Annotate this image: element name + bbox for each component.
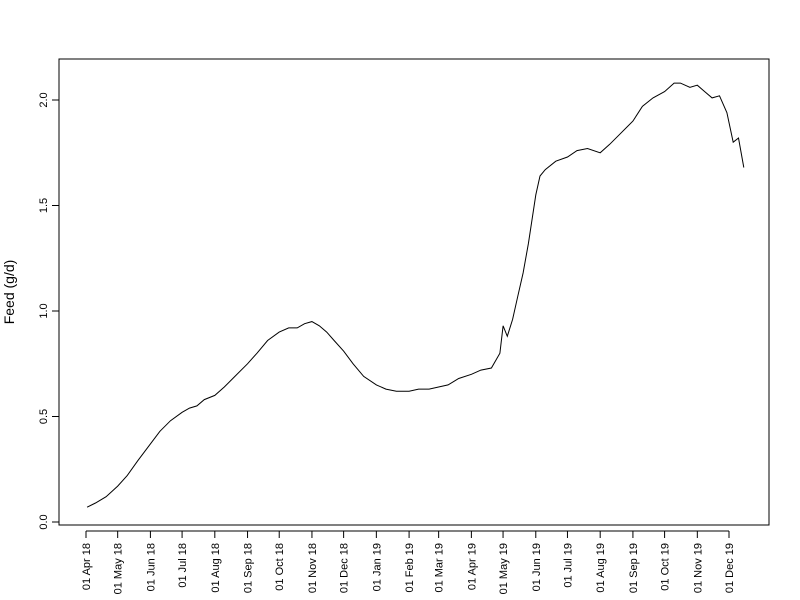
x-tick-label: 01 May 19 [498, 543, 510, 594]
y-tick-label: 0.0 [38, 514, 50, 529]
x-tick-label: 01 Apr 19 [466, 543, 478, 590]
x-tick-label: 01 Jun 19 [531, 543, 543, 591]
y-tick-label: 1.0 [38, 303, 50, 318]
x-tick-label: 01 Feb 19 [404, 543, 416, 593]
x-tick-label: 01 Oct 19 [660, 543, 672, 591]
x-tick-label: 01 Nov 18 [307, 543, 319, 593]
y-axis: 0.0 0.5 1.0 1.5 2.0 [38, 92, 60, 530]
feed-series-line [86, 82, 745, 508]
x-tick-label: 01 Aug 18 [210, 543, 222, 593]
x-tick-label: 01 Mar 19 [434, 543, 446, 593]
x-tick-label: 01 Nov 19 [692, 543, 704, 593]
y-tick-label: 2.0 [38, 92, 50, 107]
y-tick-label: 1.5 [38, 198, 50, 213]
x-tick-label: 01 Oct 18 [274, 543, 286, 591]
y-tick-label: 0.5 [38, 409, 50, 424]
x-tick-label: 01 Sep 18 [243, 543, 255, 593]
x-tick-label: 01 Apr 18 [81, 543, 93, 590]
x-tick-label: 01 Dec 19 [724, 543, 736, 593]
x-tick-label: 01 Sep 19 [628, 543, 640, 593]
x-tick-label: 01 Jun 18 [145, 543, 157, 591]
x-tick-label: 01 Jul 19 [562, 543, 574, 588]
x-tick-label: 01 Aug 19 [595, 543, 607, 593]
x-tick-label: 01 May 18 [113, 543, 125, 594]
y-axis-title: Feed (g/d) [1, 260, 17, 325]
x-tick-label: 01 Jan 19 [371, 543, 383, 591]
x-axis: 01 Apr 18 01 May 18 01 Jun 18 01 Jul 18 01 A… [81, 530, 736, 594]
x-tick-label: 01 Dec 18 [339, 543, 351, 593]
plot-frame [58, 58, 770, 526]
x-tick-label: 01 Jul 18 [177, 543, 189, 588]
